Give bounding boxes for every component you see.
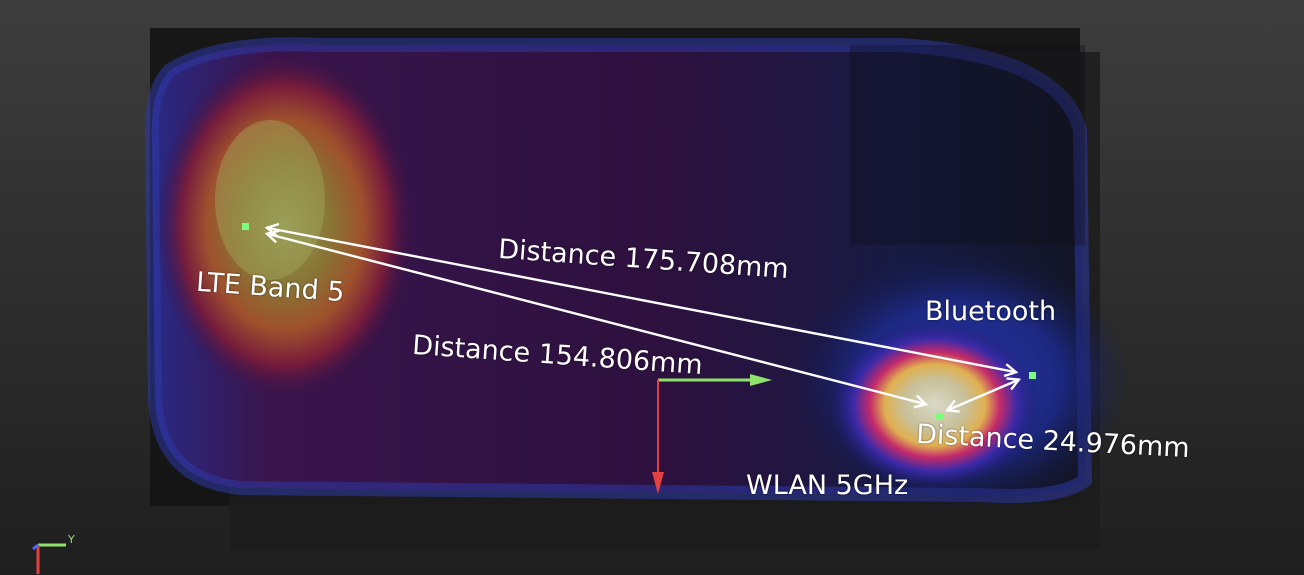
axis-y-label: Y (68, 533, 75, 546)
bluetooth-marker (1029, 372, 1036, 379)
label-wlan-5ghz: WLAN 5GHz (746, 470, 909, 501)
axis-triad-icon (32, 543, 66, 574)
field-edge (144, 37, 1093, 503)
top-right-shade (850, 45, 1085, 245)
arrow-wlan-bluetooth (948, 380, 1018, 410)
label-bluetooth: Bluetooth (925, 296, 1057, 327)
local-axis-y-head (652, 472, 664, 494)
wlan-marker (936, 413, 943, 420)
wlan-hotspot (830, 320, 1040, 490)
lte-marker (242, 223, 249, 230)
arrow-lte-wlan (268, 234, 925, 404)
lte-hotspot-core (215, 120, 325, 280)
distance-word: Distance (915, 418, 1035, 456)
